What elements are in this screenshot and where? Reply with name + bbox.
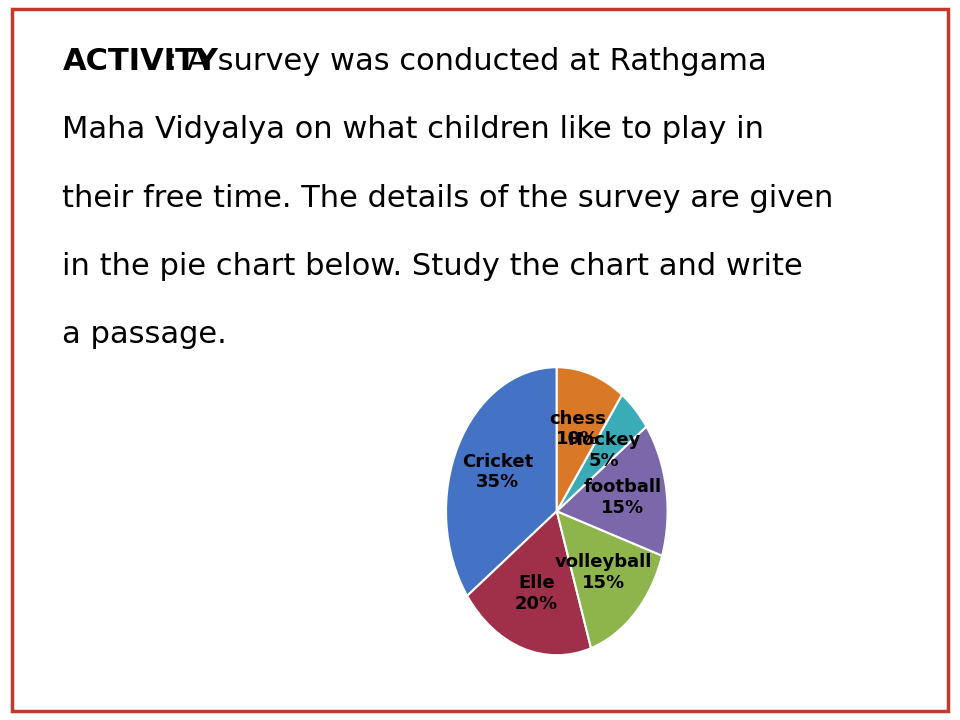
Text: Elle
20%: Elle 20% (515, 574, 558, 613)
Text: Hockey
5%: Hockey 5% (567, 431, 640, 469)
Text: in the pie chart below. Study the chart and write: in the pie chart below. Study the chart … (62, 252, 804, 281)
Text: volleyball
15%: volleyball 15% (555, 553, 653, 592)
Wedge shape (557, 395, 646, 511)
Wedge shape (557, 426, 667, 556)
Text: ACTIVITY: ACTIVITY (62, 47, 218, 76)
Text: their free time. The details of the survey are given: their free time. The details of the surv… (62, 184, 834, 212)
Text: : A survey was conducted at Rathgama: : A survey was conducted at Rathgama (167, 47, 767, 76)
Wedge shape (557, 367, 622, 511)
Wedge shape (446, 367, 557, 596)
Text: a passage.: a passage. (62, 320, 228, 349)
Text: football
15%: football 15% (584, 478, 661, 517)
Wedge shape (468, 511, 591, 655)
Wedge shape (557, 511, 662, 648)
Text: Cricket
35%: Cricket 35% (462, 453, 533, 491)
Text: Maha Vidyalya on what children like to play in: Maha Vidyalya on what children like to p… (62, 115, 764, 144)
Text: chess
10%: chess 10% (549, 410, 606, 449)
